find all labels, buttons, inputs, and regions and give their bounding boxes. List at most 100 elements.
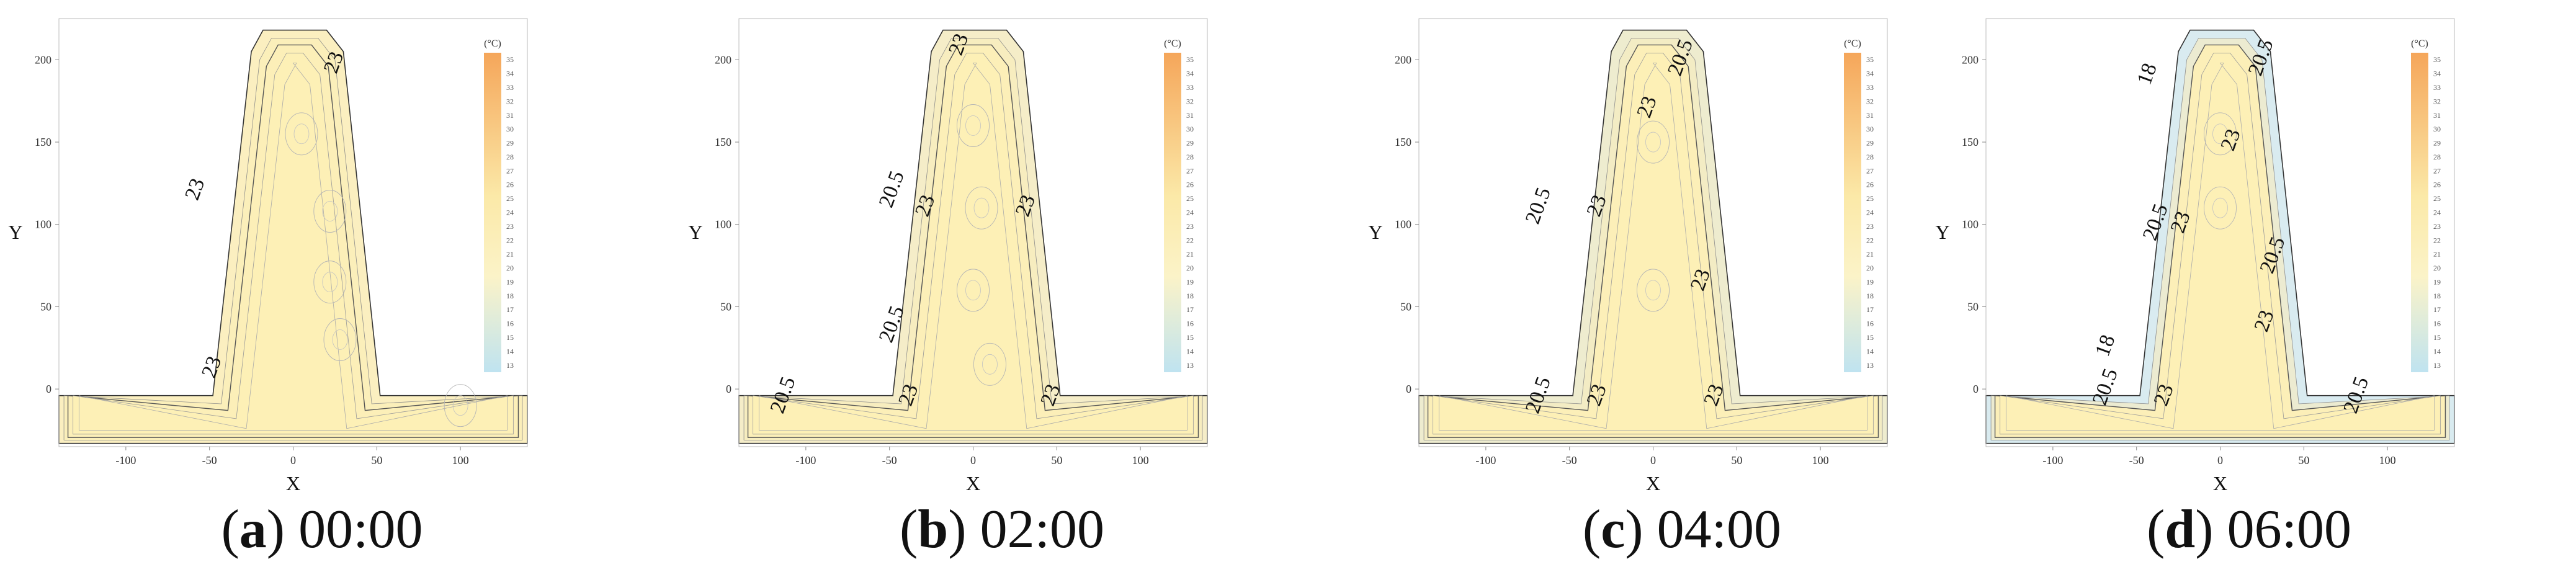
- hotspot-contour: [1645, 132, 1661, 153]
- colorbar-tick-label: 22: [1186, 236, 1194, 244]
- colorbar-tick-label: 34: [1186, 69, 1194, 78]
- colorbar-tick-label: 32: [2433, 97, 2441, 105]
- hotspot-contour: [313, 190, 347, 233]
- x-axis-label: X: [966, 472, 980, 494]
- x-axis-label: X: [286, 472, 300, 494]
- colorbar-tick-label: 29: [1186, 139, 1194, 148]
- y-tick-label: 50: [40, 300, 51, 313]
- y-tick-label: 200: [1395, 53, 1411, 66]
- colorbar-tick-label: 21: [506, 250, 514, 259]
- colorbar-tick-label: 29: [2433, 139, 2441, 148]
- colorbar-tick-label: 30: [1866, 125, 1874, 133]
- colorbar-tick-label: 18: [1186, 292, 1194, 300]
- colorbar-tick-label: 15: [506, 333, 514, 342]
- colorbar-tick-label: 19: [506, 277, 514, 286]
- colorbar-tick-label: 21: [2433, 250, 2441, 259]
- colorbar-unit: (°C): [484, 38, 501, 49]
- hotspot-contour: [982, 354, 998, 375]
- hotspot-contour: [973, 342, 1006, 386]
- x-tick-label: 100: [1812, 454, 1829, 467]
- colorbar-tick-label: 23: [1866, 222, 1874, 231]
- y-tick-label: 0: [46, 383, 51, 395]
- caption-time: 04:00: [1657, 499, 1782, 560]
- colorbar-tick-label: 20: [2433, 264, 2441, 272]
- colorbar-tick-label: 14: [1866, 347, 1874, 355]
- contour-line: [1433, 53, 1874, 435]
- colorbar-tick-label: 19: [1866, 277, 1874, 286]
- y-tick-label: 200: [715, 53, 731, 66]
- x-tick-label: -100: [795, 454, 816, 467]
- x-tick-label: 0: [1650, 454, 1656, 467]
- caption-c: (c) 04:00: [1582, 499, 1782, 560]
- colorbar-tick-label: 26: [1866, 181, 1874, 189]
- colorbar-tick-label: 35: [1866, 55, 1874, 64]
- colorbar-tick-label: 33: [506, 83, 514, 92]
- hotspot-contour: [965, 280, 981, 301]
- contour-line: [758, 63, 1188, 431]
- y-tick-label: 150: [35, 136, 51, 148]
- colorbar-tick-label: 21: [1866, 250, 1874, 259]
- colorbar-tick-label: 17: [1186, 305, 1194, 314]
- colorbar-tick-label: 33: [2433, 83, 2441, 92]
- colorbar-tick-label: 34: [2433, 69, 2441, 78]
- y-tick-label: 150: [715, 136, 731, 148]
- x-tick-label: 50: [371, 454, 382, 467]
- x-tick-label: -50: [2129, 454, 2144, 467]
- y-tick-label: 0: [1406, 383, 1411, 395]
- contour-line: [78, 63, 508, 431]
- x-tick-label: 100: [1132, 454, 1149, 467]
- colorbar-tick-label: 32: [1866, 97, 1874, 105]
- colorbar-unit: (°C): [2411, 38, 2428, 49]
- x-tick-label: -50: [882, 454, 897, 467]
- colorbar: [2411, 53, 2428, 372]
- colorbar-tick-label: 27: [2433, 166, 2441, 175]
- hotspot-contour: [452, 395, 468, 416]
- contour-line: [73, 53, 514, 435]
- colorbar-tick-label: 30: [506, 125, 514, 133]
- caption-d: (d) 06:00: [2146, 499, 2352, 560]
- colorbar-tick-label: 22: [1866, 236, 1874, 244]
- y-tick-label: 50: [720, 300, 731, 313]
- colorbar-tick-label: 20: [506, 264, 514, 272]
- hotspot-contour: [285, 112, 318, 156]
- x-tick-label: -50: [1562, 454, 1577, 467]
- colorbar-tick-label: 33: [1866, 83, 1874, 92]
- colorbar-tick-label: 25: [506, 194, 514, 203]
- colorbar-tick-label: 15: [2433, 333, 2441, 342]
- x-axis-label: X: [1646, 472, 1660, 494]
- colorbar-tick-label: 24: [506, 208, 514, 217]
- caption-letter: d: [2165, 499, 2196, 560]
- hotspot-contour: [444, 384, 477, 427]
- colorbar-tick-label: 26: [1186, 181, 1194, 189]
- colorbar-tick-label: 31: [2433, 111, 2441, 120]
- contour-line: [2000, 53, 2441, 435]
- y-tick-label: 50: [1967, 300, 1979, 313]
- panel-c: 20.5 23 20.5 23 23 20.5 23 23 -100 -50 0 50 100 0 50 10…: [1360, 0, 2004, 585]
- colorbar-tick-label: 24: [1866, 208, 1874, 217]
- colorbar-tick-label: 35: [2433, 55, 2441, 64]
- y-tick-label: 0: [726, 383, 731, 395]
- hotspot-contour: [965, 115, 981, 136]
- hotspot-contour: [323, 318, 357, 361]
- x-tick-label: 50: [1731, 454, 1742, 467]
- colorbar-unit: (°C): [1164, 38, 1181, 49]
- colorbar-tick-label: 35: [1186, 55, 1194, 64]
- colorbar-tick-label: 26: [2433, 181, 2441, 189]
- y-tick-label: 200: [1962, 53, 1979, 66]
- y-tick-label: 0: [1973, 383, 1979, 395]
- caption-time: 02:00: [980, 499, 1105, 560]
- y-tick-label: 100: [715, 218, 731, 231]
- hotspot-contour: [332, 329, 348, 350]
- colorbar-tick-label: 17: [1866, 305, 1874, 314]
- colorbar-tick-label: 29: [1866, 139, 1874, 148]
- colorbar-tick-label: 27: [1866, 166, 1874, 175]
- y-axis-label: Y: [688, 221, 702, 243]
- caption-time: 00:00: [298, 499, 423, 560]
- colorbar-tick-label: 13: [1866, 361, 1874, 370]
- caption-letter: b: [918, 499, 949, 560]
- contour-line: [753, 53, 1194, 435]
- colorbar-tick-label: 26: [506, 181, 514, 189]
- colorbar-tick-label: 15: [1186, 333, 1194, 342]
- x-tick-label: -100: [2042, 454, 2063, 467]
